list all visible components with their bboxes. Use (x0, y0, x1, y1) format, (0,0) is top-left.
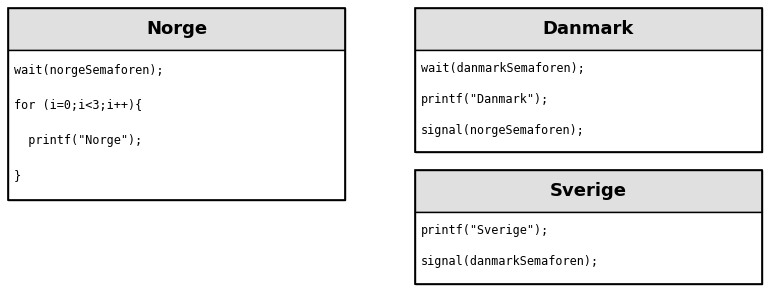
Text: Sverige: Sverige (550, 182, 627, 200)
Bar (8, 8, 345, 50)
Bar (415, 8, 762, 50)
Text: wait(norgeSemaforen);: wait(norgeSemaforen); (14, 64, 164, 77)
Text: Norge: Norge (146, 20, 207, 38)
Text: wait(danmarkSemaforen);: wait(danmarkSemaforen); (421, 62, 585, 75)
Text: signal(norgeSemaforen);: signal(norgeSemaforen); (421, 124, 585, 137)
Text: for (i=0;i<3;i++){: for (i=0;i<3;i++){ (14, 99, 142, 112)
Bar (415, 50, 762, 152)
Bar (8, 50, 345, 200)
Bar (8, 8, 345, 200)
Text: signal(danmarkSemaforen);: signal(danmarkSemaforen); (421, 256, 599, 268)
Bar (415, 170, 762, 212)
Bar (415, 212, 762, 284)
Text: }: } (14, 169, 21, 182)
Bar (415, 170, 762, 284)
Text: printf("Sverige");: printf("Sverige"); (421, 225, 549, 237)
Bar (415, 8, 762, 152)
Text: printf("Norge");: printf("Norge"); (14, 134, 142, 147)
Text: printf("Danmark");: printf("Danmark"); (421, 93, 549, 106)
Text: Danmark: Danmark (543, 20, 634, 38)
